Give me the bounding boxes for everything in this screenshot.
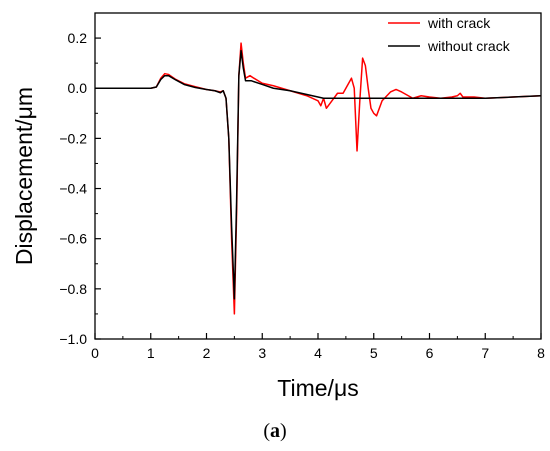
y-tick-label: −1.0 xyxy=(59,331,87,347)
x-tick-label: 2 xyxy=(203,345,211,361)
plot-frame xyxy=(94,12,542,340)
x-tick-label: 4 xyxy=(314,345,322,361)
figure-caption: (a) xyxy=(263,420,286,442)
series-line-1 xyxy=(95,49,542,300)
caption-open: ( xyxy=(263,420,270,442)
y-tick-label: 0.0 xyxy=(68,80,88,96)
caption-letter: a xyxy=(270,420,280,442)
x-tick-label: 8 xyxy=(537,345,545,361)
series-lines xyxy=(95,42,542,315)
y-axis-title: Displacement/μm xyxy=(11,87,37,265)
series-line-0 xyxy=(95,42,542,315)
legend-label-with-crack: with crack xyxy=(427,15,491,31)
caption-close: ) xyxy=(280,420,287,442)
x-axis-ticks: 0 1 2 3 4 5 6 7 8 xyxy=(91,333,545,361)
legend: with crack without crack xyxy=(388,15,511,54)
x-tick-label: 5 xyxy=(370,345,378,361)
legend-label-without-crack: without crack xyxy=(427,38,511,54)
x-tick-label: 3 xyxy=(258,345,266,361)
x-tick-label: 1 xyxy=(147,345,155,361)
y-tick-label: −0.4 xyxy=(59,181,87,197)
x-tick-label: 6 xyxy=(426,345,434,361)
y-tick-label: 0.2 xyxy=(68,30,88,46)
x-axis-title: Time/μs xyxy=(277,375,358,401)
y-tick-label: −0.2 xyxy=(59,130,87,146)
x-tick-label: 0 xyxy=(91,345,99,361)
y-tick-label: −0.8 xyxy=(59,281,87,297)
y-axis-ticks: 0.2 0.0 −0.2 −0.4 −0.6 −0.8 −1.0 xyxy=(59,12,101,347)
y-tick-label: −0.6 xyxy=(59,231,87,247)
x-tick-label: 7 xyxy=(481,345,489,361)
